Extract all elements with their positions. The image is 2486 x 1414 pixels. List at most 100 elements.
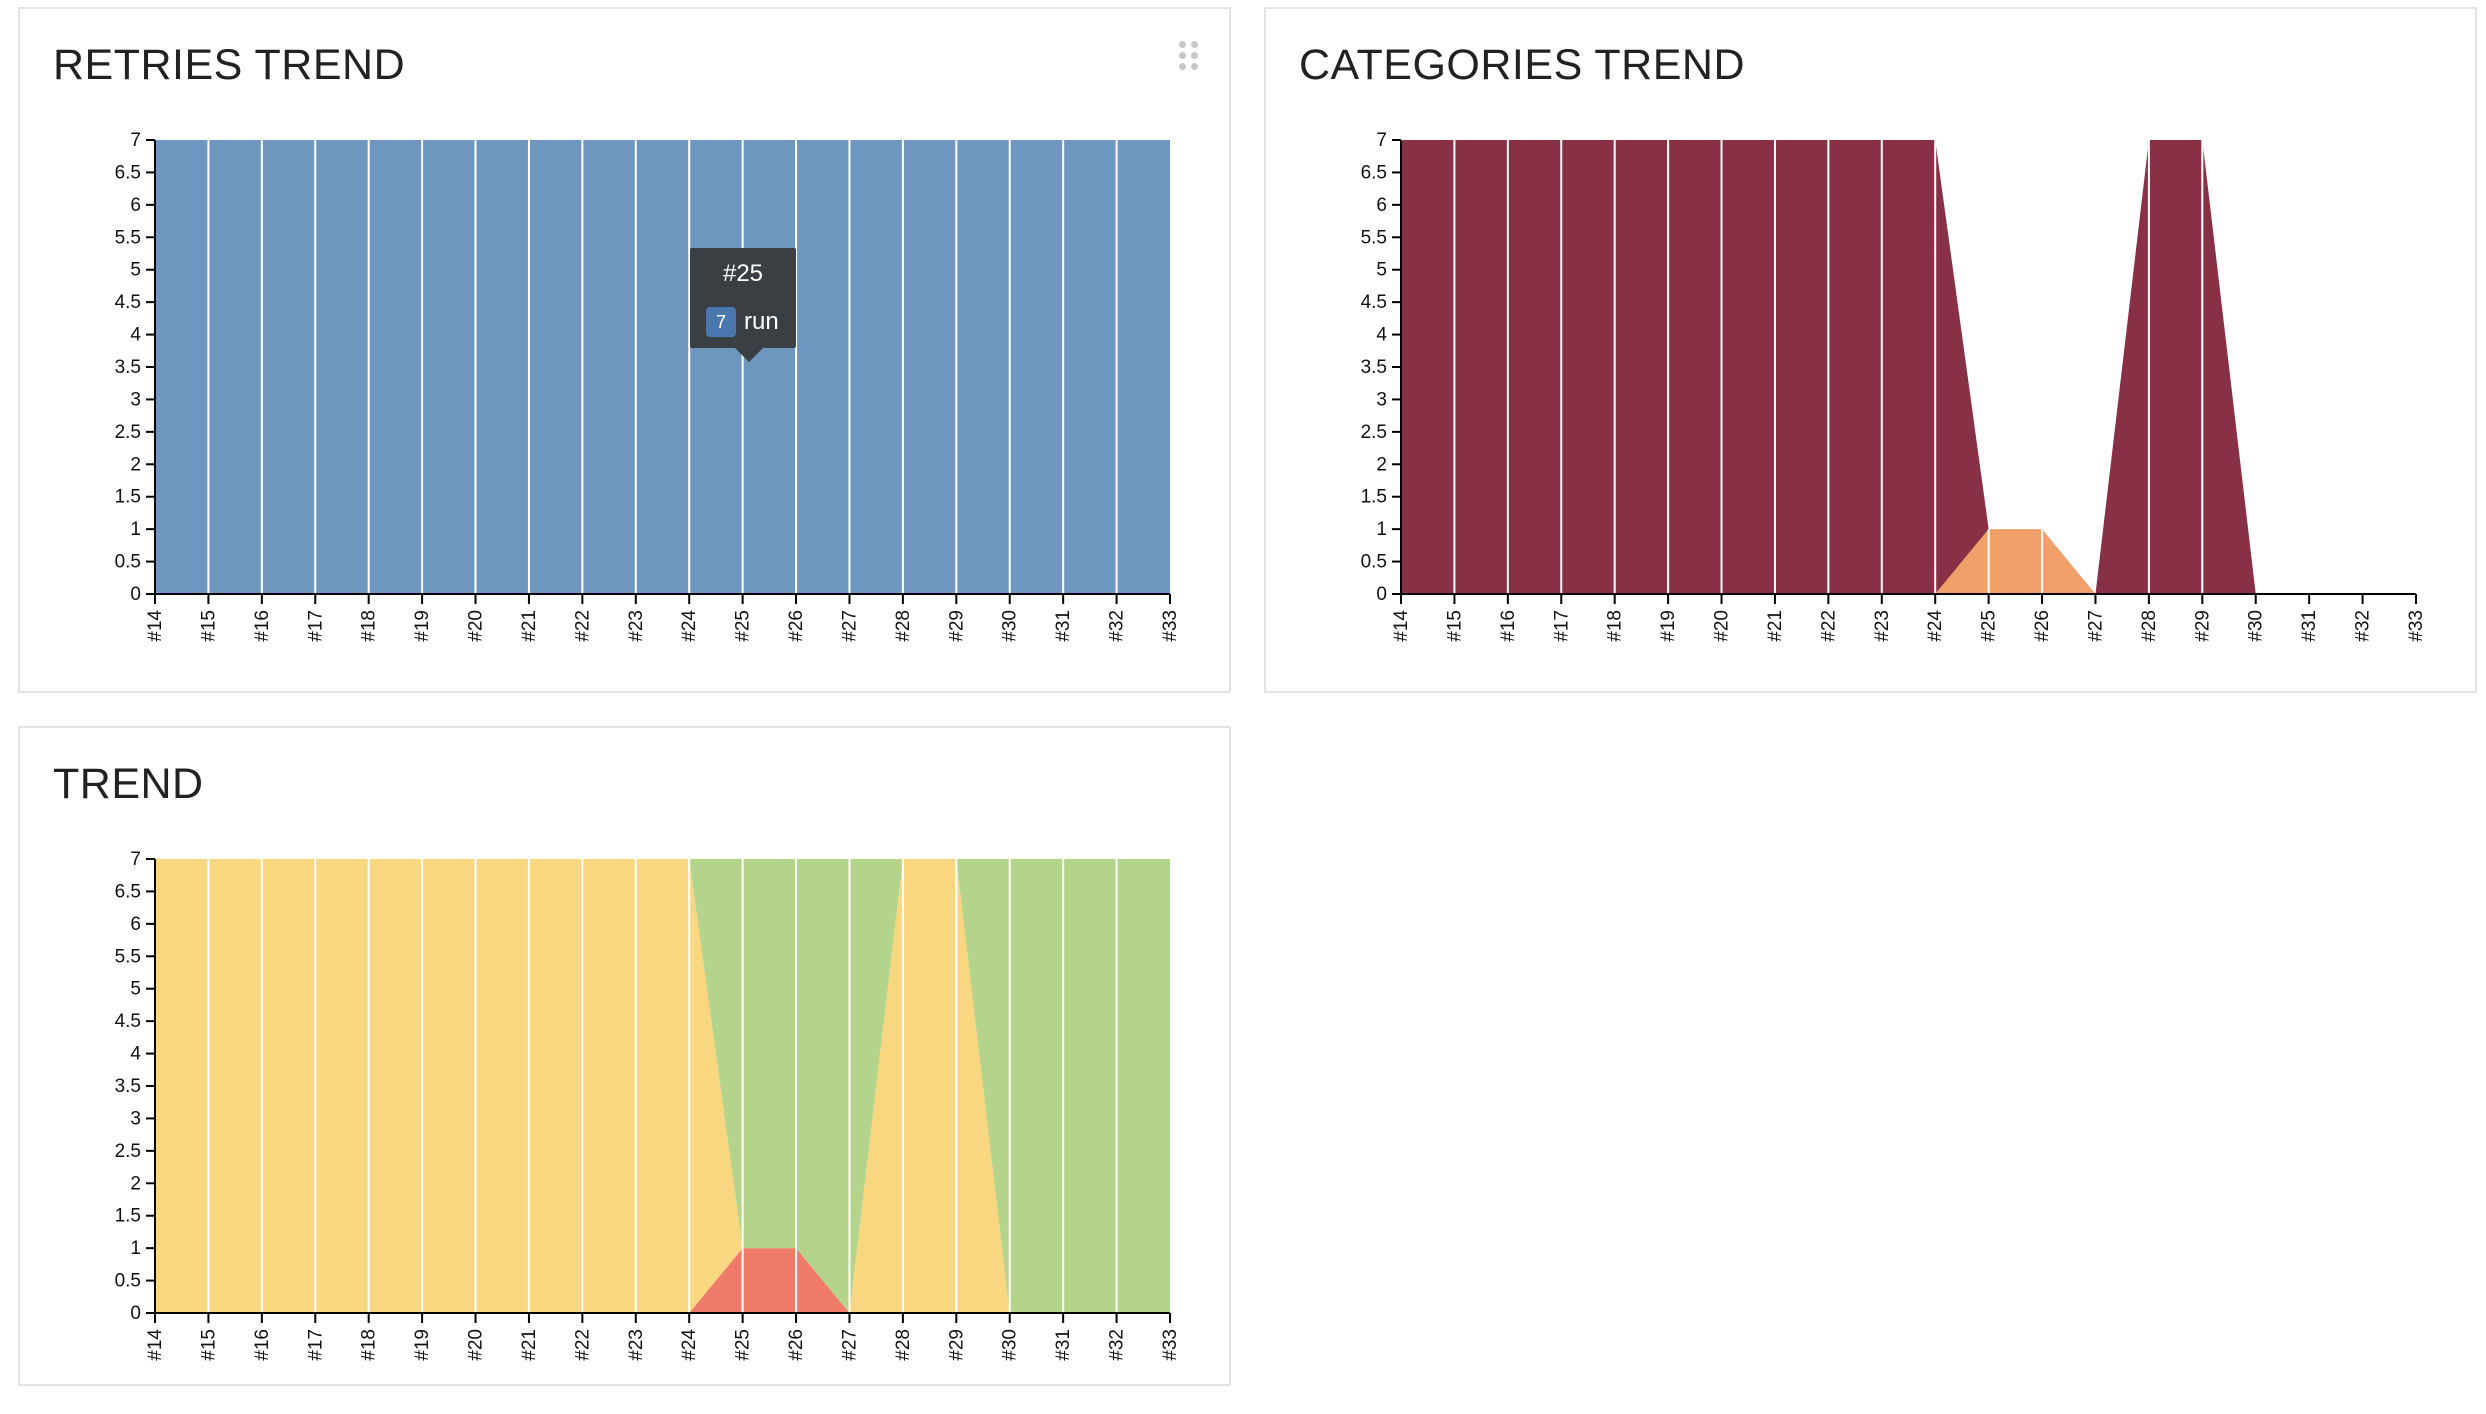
x-tick-label: #25 — [1979, 610, 2000, 642]
x-tick-label: #19 — [412, 1329, 433, 1361]
y-tick-label: 4 — [130, 325, 141, 346]
x-tick-label: #32 — [1107, 1329, 1128, 1361]
x-tick-label: #21 — [519, 610, 540, 642]
x-tick-label: #27 — [839, 1329, 860, 1361]
x-tick-label: #33 — [1160, 1329, 1181, 1361]
x-tick-label: #18 — [1605, 610, 1626, 642]
x-tick-label: #29 — [946, 1329, 967, 1361]
retries-trend-title: RETRIES TREND — [53, 41, 406, 89]
x-tick-label: #18 — [359, 1329, 380, 1361]
x-tick-label: #16 — [252, 1329, 273, 1361]
y-tick-label: 4.5 — [115, 292, 141, 313]
y-tick-label: 6 — [130, 914, 141, 935]
x-tick-label: #31 — [2299, 610, 2320, 642]
y-tick-label: 0 — [130, 584, 141, 605]
y-tick-label: 7 — [130, 849, 141, 870]
y-tick-label: 4.5 — [115, 1011, 141, 1032]
y-tick-label: 0 — [130, 1303, 141, 1324]
y-tick-label: 1.5 — [1361, 487, 1387, 508]
x-tick-label: #14 — [145, 610, 166, 642]
retries-trend-chart: 0 0.5 1 1.5 2 2.5 3 3.5 4 4.5 5 5.5 6 6.5 7 #14 #15 #16 #1… — [115, 130, 1181, 642]
y-tick-label: 7 — [130, 130, 141, 151]
x-tick-label: #19 — [412, 610, 433, 642]
x-tick-label: #24 — [679, 1329, 700, 1361]
x-tick-label: #26 — [2032, 610, 2053, 642]
y-tick-label: 2 — [130, 454, 141, 475]
x-tick-label: #28 — [2139, 610, 2160, 642]
x-tick-label: #22 — [1818, 610, 1839, 642]
x-tick-label: #31 — [1053, 1329, 1074, 1361]
trend-title: TREND — [53, 760, 204, 808]
x-tick-label: #14 — [145, 1329, 166, 1361]
y-tick-label: 0.5 — [115, 552, 141, 573]
x-tick-label: #26 — [786, 610, 807, 642]
y-tick-label: 6.5 — [115, 881, 141, 902]
x-tick-label: #30 — [1000, 1329, 1021, 1361]
y-tick-label: 6 — [1376, 195, 1387, 216]
area-series-3 — [155, 859, 1170, 1313]
x-tick-label: #18 — [359, 610, 380, 642]
y-tick-label: 4 — [130, 1044, 141, 1065]
retries-trend-widget: RETRIES TREND 0 0.5 1 1.5 2 2.5 3 3.5 4 4.5 5 5.5 6 6… — [18, 7, 1231, 693]
trend-widget: TREND 0 0.5 1 1.5 2 2.5 3 3.5 4 4.5 5 5.5 6 6.5 7 #14 #1… — [18, 726, 1231, 1386]
x-tick-label: #26 — [786, 1329, 807, 1361]
y-tick-label: 3 — [130, 1108, 141, 1129]
x-tick-label: #31 — [1053, 610, 1074, 642]
x-tick-label: #15 — [198, 1329, 219, 1361]
y-tick-label: 2 — [1376, 454, 1387, 475]
area-series-2 — [155, 859, 1170, 1313]
tooltip-label: run — [744, 308, 779, 335]
x-tick-label: #33 — [2406, 610, 2427, 642]
x-tick-label: #30 — [1000, 610, 1021, 642]
tooltip-title: #25 — [722, 260, 764, 287]
y-tick-label: 3.5 — [115, 357, 141, 378]
x-tick-label: #17 — [305, 1329, 326, 1361]
x-tick-label: #20 — [466, 1329, 487, 1361]
categories-trend-title: CATEGORIES TREND — [1299, 41, 1746, 89]
y-tick-label: 4.5 — [1361, 292, 1387, 313]
x-tick-label: #30 — [2246, 610, 2267, 642]
y-tick-label: 1.5 — [115, 1206, 141, 1227]
x-tick-label: #14 — [1391, 610, 1412, 642]
x-tick-label: #25 — [733, 1329, 754, 1361]
x-tick-label: #28 — [893, 610, 914, 642]
y-tick-label: 6.5 — [115, 162, 141, 183]
x-tick-label: #32 — [1107, 610, 1128, 642]
y-tick-label: 6.5 — [1361, 162, 1387, 183]
drag-handle-icon[interactable] — [1179, 41, 1199, 70]
y-tick-label: 5 — [1376, 260, 1387, 281]
x-tick-label: #21 — [1765, 610, 1786, 642]
x-tick-label: #25 — [733, 610, 754, 642]
y-tick-label: 3.5 — [1361, 357, 1387, 378]
y-tick-label: 3 — [1376, 389, 1387, 410]
x-tick-label: #15 — [198, 610, 219, 642]
x-tick-label: #24 — [1925, 610, 1946, 642]
x-tick-label: #27 — [2085, 610, 2106, 642]
x-tick-label: #22 — [572, 1329, 593, 1361]
y-tick-label: 4 — [1376, 325, 1387, 346]
x-tick-label: #21 — [519, 1329, 540, 1361]
x-tick-label: #33 — [1160, 610, 1181, 642]
y-tick-label: 3 — [130, 389, 141, 410]
x-tick-label: #27 — [839, 610, 860, 642]
y-tick-label: 1 — [130, 519, 141, 540]
y-tick-label: 5.5 — [115, 227, 141, 248]
x-tick-label: #29 — [2192, 610, 2213, 642]
y-tick-label: 3.5 — [115, 1076, 141, 1097]
y-tick-label: 2 — [130, 1173, 141, 1194]
categories-trend-chart: 0 0.5 1 1.5 2 2.5 3 3.5 4 4.5 5 5.5 6 6.5 7 #14 #15 #16 #1… — [1361, 130, 2427, 642]
chart-tooltip: #25 7 run — [690, 248, 796, 362]
y-tick-label: 5 — [130, 260, 141, 281]
y-tick-label: 0.5 — [1361, 552, 1387, 573]
x-tick-label: #16 — [1498, 610, 1519, 642]
y-tick-label: 1.5 — [115, 487, 141, 508]
y-tick-label: 1 — [1376, 519, 1387, 540]
trend-chart: 0 0.5 1 1.5 2 2.5 3 3.5 4 4.5 5 5.5 6 6.5 7 #14 #15 #16 #1… — [115, 849, 1181, 1361]
x-tick-label: #24 — [679, 610, 700, 642]
y-tick-label: 0.5 — [115, 1271, 141, 1292]
tooltip-count-badge: 7 — [706, 307, 736, 337]
x-tick-label: #16 — [252, 610, 273, 642]
x-tick-label: #20 — [1712, 610, 1733, 642]
x-tick-label: #17 — [305, 610, 326, 642]
categories-trend-widget: CATEGORIES TREND 0 0.5 1 1.5 2 2.5 3 3.5 4 4.5 5 5.… — [1264, 7, 2477, 693]
